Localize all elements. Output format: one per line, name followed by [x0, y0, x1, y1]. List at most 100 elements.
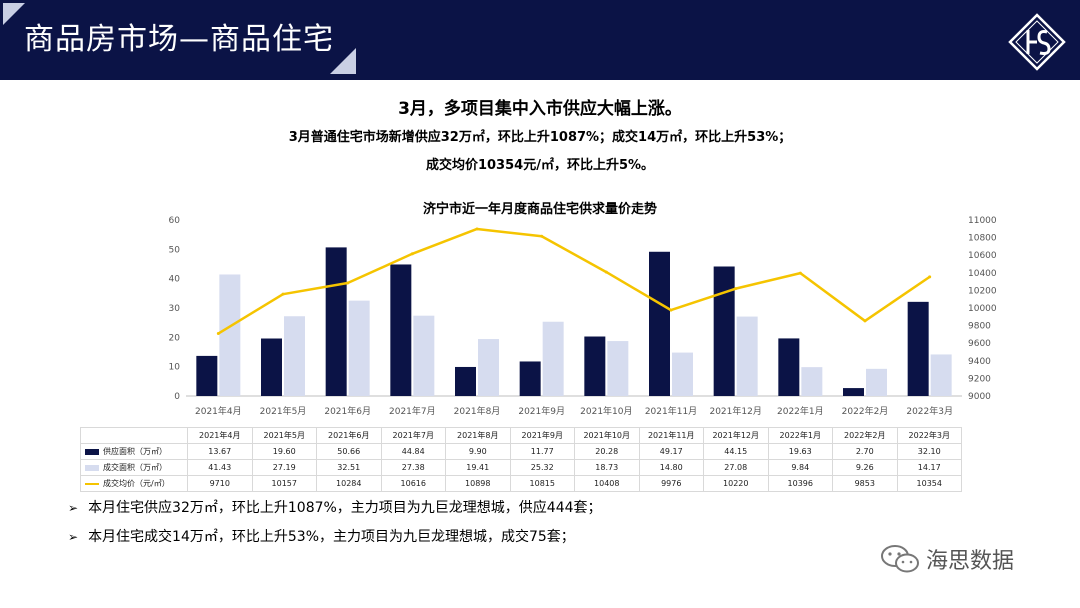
table-cell: 41.43	[187, 459, 253, 476]
y-right-tick-label: 9600	[968, 339, 991, 349]
table-row-transaction: 成交面积（万㎡） 41.43 27.19 32.51 27.38 19.41 2…	[80, 459, 962, 476]
bar-transaction	[348, 300, 370, 396]
bar-transaction	[413, 315, 435, 396]
corner-decoration	[3, 3, 25, 25]
table-header-cell: 2021年8月	[445, 427, 511, 444]
x-tick-label: 2021年12月	[709, 405, 761, 417]
bar-transaction	[607, 341, 629, 396]
table-cell: 9710	[187, 475, 253, 492]
point-avg-price	[604, 270, 608, 274]
legend-label: 供应面积（万㎡）	[103, 447, 167, 456]
y-right-tick-label: 9400	[968, 357, 991, 367]
point-avg-price	[410, 252, 414, 256]
headline-sub-1: 3月普通住宅市场新增供应32万㎡，环比上升1087%；成交14万㎡，环比上升53…	[288, 130, 792, 145]
bar-transaction	[736, 316, 758, 396]
point-avg-price	[928, 275, 932, 279]
bullet-transaction: ➢ 本月住宅成交14万㎡，环比上升53%，主力项目为九巨龙理想城，成交75套；	[68, 526, 575, 546]
x-tick-label: 2021年4月	[195, 405, 242, 417]
table-header-cell: 2021年5月	[251, 427, 317, 444]
table-cell: 2.70	[832, 443, 898, 460]
y-right-tick-label: 9800	[968, 322, 991, 332]
bar-supply	[390, 264, 412, 396]
table-corner	[80, 427, 188, 444]
watermark-text: 海思数据	[926, 549, 1015, 574]
table-cell: 25.32	[509, 459, 575, 476]
table-cell: 10354	[896, 475, 962, 492]
table-header-cell: 2021年10月	[574, 427, 640, 444]
table-cell: 10408	[574, 475, 640, 492]
bullet-text: 本月住宅成交14万㎡，环比上升53%，主力项目为九巨龙理想城，成交75套；	[88, 529, 575, 545]
legend-label: 成交均价（元/㎡）	[103, 479, 170, 488]
table-cell: 10396	[767, 475, 833, 492]
table-header-cell: 2022年2月	[832, 427, 898, 444]
table-cell: 32.10	[896, 443, 962, 460]
table-cell: 13.67	[187, 443, 253, 460]
table-cell: 11.77	[509, 443, 575, 460]
table-header-cell: 2021年11月	[638, 427, 704, 444]
bar-supply	[584, 336, 606, 396]
table-header-cell: 2022年3月	[896, 427, 962, 444]
y-left-tick-label: 60	[169, 216, 181, 226]
wechat-icon	[881, 545, 919, 573]
headline-sub-2: 成交均价10354元/㎡，环比上升5%。	[425, 158, 655, 173]
x-tick-label: 2021年8月	[454, 405, 501, 417]
x-tick-label: 2022年2月	[842, 405, 889, 417]
bar-transaction	[801, 367, 823, 396]
point-avg-price	[216, 332, 220, 336]
bar-supply	[519, 361, 541, 396]
point-avg-price	[281, 292, 285, 296]
table-cell: 20.28	[574, 443, 640, 460]
arrow-bullet-icon: ➢	[68, 501, 79, 515]
legend-label: 成交面积（万㎡）	[103, 463, 167, 472]
y-left-tick-label: 30	[169, 304, 181, 314]
y-right-tick-label: 10400	[968, 269, 997, 279]
table-cell: 9.84	[767, 459, 833, 476]
table-cell: 10616	[380, 475, 446, 492]
bar-supply	[778, 338, 800, 396]
point-avg-price	[863, 319, 867, 323]
y-left-tick-label: 20	[169, 333, 181, 343]
table-cell: 9853	[832, 475, 898, 492]
table-cell: 9976	[638, 475, 704, 492]
x-tick-label: 2021年7月	[389, 405, 436, 417]
y-right-tick-label: 10800	[968, 234, 997, 244]
data-table: 2021年4月 2021年5月 2021年6月 2021年7月 2021年8月 …	[80, 427, 962, 492]
x-tick-label: 2021年9月	[518, 405, 565, 417]
table-cell: 27.08	[703, 459, 769, 476]
table-cell: 10284	[316, 475, 382, 492]
bar-supply	[907, 301, 929, 396]
header-bar: 商品房市场—商品住宅	[0, 0, 1080, 80]
point-avg-price	[475, 227, 479, 231]
arrow-bullet-icon: ➢	[68, 530, 79, 544]
table-cell: 50.66	[316, 443, 382, 460]
legend-swatch-price	[85, 482, 99, 485]
bar-transaction	[478, 339, 499, 396]
y-right-tick-label: 11000	[968, 216, 997, 226]
y-right-tick-label: 10600	[968, 251, 997, 261]
bullet-text: 本月住宅供应32万㎡，环比上升1087%，主力项目为九巨龙理想城，供应444套；	[88, 500, 602, 516]
table-header-cell: 2021年6月	[316, 427, 382, 444]
bar-transaction	[219, 274, 241, 396]
y-left-tick-label: 0	[174, 392, 180, 402]
point-avg-price	[734, 287, 738, 291]
y-right-tick-label: 9200	[968, 374, 991, 384]
legend-swatch-transaction	[85, 464, 99, 471]
company-logo-icon	[1008, 13, 1066, 71]
point-avg-price	[798, 271, 802, 275]
y-right-tick-label: 9000	[968, 392, 991, 402]
table-cell: 14.17	[896, 459, 962, 476]
point-avg-price	[540, 234, 544, 238]
bullet-supply: ➢ 本月住宅供应32万㎡，环比上升1087%，主力项目为九巨龙理想城，供应444套…	[68, 497, 602, 517]
y-right-tick-label: 10000	[968, 304, 997, 314]
table-header-cell: 2021年4月	[187, 427, 253, 444]
table-header-cell: 2021年9月	[509, 427, 575, 444]
line-avg-price	[217, 227, 931, 335]
table-cell: 10157	[251, 475, 317, 492]
x-tick-label: 2022年3月	[906, 405, 953, 417]
y-left-tick-label: 10	[169, 363, 181, 373]
table-cell: 19.41	[445, 459, 511, 476]
chart-title: 济宁市近一年月度商品住宅供求量价走势	[422, 202, 657, 217]
legend-swatch-supply	[85, 448, 99, 455]
table-cell: 10815	[509, 475, 575, 492]
table-cell: 9.26	[832, 459, 898, 476]
